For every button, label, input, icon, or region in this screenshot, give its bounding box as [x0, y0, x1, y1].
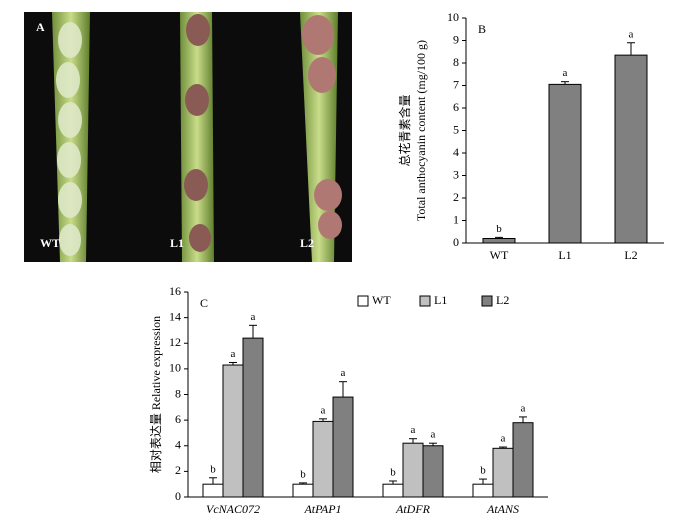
y-tick-label: 6	[175, 412, 181, 426]
significance: a	[231, 348, 236, 360]
legend-label: L1	[434, 293, 447, 307]
y-tick-label: 16	[169, 284, 181, 298]
y-tick-label: 7	[453, 77, 459, 91]
x-tick-label: WT	[490, 248, 509, 262]
y-tick-label: 2	[453, 190, 459, 204]
legend-swatch	[419, 295, 431, 307]
bar	[482, 238, 516, 244]
significance: a	[341, 367, 346, 379]
photo-label: L1	[170, 236, 184, 250]
y-tick-label: 12	[169, 335, 181, 349]
y-tick-label: 3	[453, 167, 459, 181]
photo-label: L2	[300, 236, 314, 250]
significance: b	[480, 465, 486, 477]
bar	[472, 483, 494, 498]
bar	[312, 420, 334, 498]
significance: a	[321, 404, 326, 416]
significance: a	[431, 429, 436, 441]
y-tick-label: 0	[453, 235, 459, 249]
y-tick-label: 9	[453, 32, 459, 46]
significance: a	[629, 28, 634, 40]
bar	[332, 396, 354, 498]
bar	[292, 483, 314, 498]
y-tick-label: 1	[453, 212, 459, 226]
significance: a	[411, 424, 416, 436]
bar	[242, 337, 264, 498]
significance: a	[251, 311, 256, 323]
significance: a	[521, 402, 526, 414]
significance: a	[563, 67, 568, 79]
y-axis-label: 总花青素含量	[397, 94, 412, 166]
panel-label: A	[36, 20, 45, 34]
x-tick-label: AtANS	[486, 502, 519, 516]
bar	[614, 54, 648, 244]
photo: A WT L1 L2	[24, 12, 352, 262]
x-tick-label: L2	[624, 248, 637, 262]
panel-label: B	[478, 22, 486, 36]
y-tick-label: 5	[453, 122, 459, 136]
bar	[222, 364, 244, 498]
significance: b	[496, 223, 502, 235]
bar	[382, 483, 404, 498]
panel-label: C	[200, 296, 208, 310]
y-axis-label: 相对表达量 Relative expression	[149, 316, 163, 473]
y-tick-label: 2	[175, 463, 181, 477]
y-tick-label: 10	[169, 361, 181, 375]
y-tick-label: 10	[447, 10, 459, 24]
photo-label: WT	[40, 236, 60, 250]
bar	[402, 442, 424, 498]
significance: b	[300, 468, 306, 480]
legend-label: L2	[496, 293, 509, 307]
x-tick-label: VcNAC072	[206, 502, 260, 516]
legend-swatch	[481, 295, 493, 307]
y-tick-label: 4	[175, 438, 181, 452]
y-tick-label: 0	[175, 489, 181, 503]
legend-label: WT	[372, 293, 391, 307]
x-tick-label: L1	[558, 248, 571, 262]
y-tick-label: 14	[169, 309, 181, 323]
bar	[492, 447, 514, 498]
x-tick-label: AtPAP1	[303, 502, 341, 516]
bar	[512, 422, 534, 498]
significance: b	[210, 463, 216, 475]
bar	[202, 483, 224, 498]
y-axis-label: Total anthocyanin content (mg/100 g)	[414, 40, 428, 221]
significance: a	[501, 433, 506, 445]
y-tick-label: 6	[453, 100, 459, 114]
legend-swatch	[357, 295, 369, 307]
y-tick-label: 8	[453, 55, 459, 69]
bar	[422, 445, 444, 498]
y-tick-label: 4	[453, 145, 459, 159]
significance: b	[390, 467, 396, 479]
bar	[548, 83, 582, 244]
y-tick-label: 8	[175, 386, 181, 400]
x-tick-label: AtDFR	[395, 502, 431, 516]
